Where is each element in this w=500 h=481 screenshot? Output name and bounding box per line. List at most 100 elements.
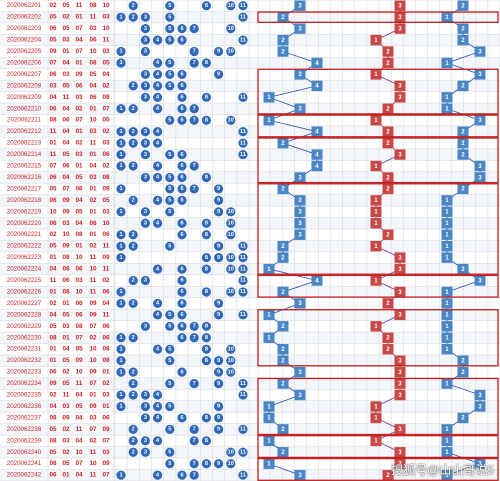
ball-number: 5 xyxy=(168,3,171,9)
trend-box-value: 4 xyxy=(315,60,319,67)
hit-ball xyxy=(128,390,138,400)
group-frame xyxy=(257,274,499,298)
trend-box-value: 2 xyxy=(461,266,465,273)
trend-box-blue xyxy=(474,69,486,80)
draw-number: 11 xyxy=(103,311,110,318)
draw-number: 02 xyxy=(102,380,110,387)
draw-number: 06 xyxy=(49,105,57,112)
draw-number: 11 xyxy=(90,254,97,261)
row-background xyxy=(0,11,500,23)
hit-ball xyxy=(128,104,138,114)
hit-ball xyxy=(214,241,224,251)
hit-ball xyxy=(238,264,248,274)
hit-ball xyxy=(189,333,199,343)
period-label: 2020062218 xyxy=(7,197,42,204)
hit-ball xyxy=(201,459,211,469)
ball-number: 10 xyxy=(228,346,234,352)
hit-ball xyxy=(238,149,248,160)
ball-number: 4 xyxy=(156,438,160,444)
draw-number: 02 xyxy=(49,2,57,9)
trend-box-value: 1 xyxy=(267,415,271,422)
trend-box-value: 3 xyxy=(298,232,302,239)
period-label: 2020062204 xyxy=(7,37,42,44)
ball-number: 1 xyxy=(119,255,122,261)
hit-ball xyxy=(214,413,224,423)
trend-box-value: 1 xyxy=(267,438,271,445)
hit-ball xyxy=(177,172,187,183)
draw-number: 05 xyxy=(102,197,110,204)
draw-number: 11 xyxy=(90,14,97,21)
trend-box-value: 2 xyxy=(386,186,390,193)
hit-ball xyxy=(189,470,199,480)
period-label: 2020062227 xyxy=(7,300,42,307)
draw-number: 02 xyxy=(75,105,83,112)
trend-box-blue xyxy=(457,412,469,424)
ball-number: 5 xyxy=(168,175,171,181)
trend-box-red xyxy=(394,286,406,298)
draw-number: 03 xyxy=(102,449,110,456)
trend-box-red xyxy=(394,252,406,263)
draw-number: 07 xyxy=(89,426,97,433)
ball-number: 11 xyxy=(240,140,246,146)
hit-ball xyxy=(226,287,236,297)
trend-box-value: 2 xyxy=(281,357,285,364)
ball-number: 8 xyxy=(205,175,208,181)
ball-number: 5 xyxy=(168,117,171,123)
hit-ball xyxy=(189,436,199,446)
hit-ball xyxy=(177,35,187,45)
trend-box-value: 2 xyxy=(461,357,465,364)
draw-number: 08 xyxy=(62,288,70,295)
draw-number: 11 xyxy=(76,2,83,9)
trend-box-value: 3 xyxy=(398,426,402,433)
hit-ball xyxy=(226,207,236,217)
group-frame xyxy=(257,114,499,138)
hit-ball xyxy=(238,390,248,400)
trend-box-value: 2 xyxy=(386,48,390,55)
draw-number: 02 xyxy=(89,437,97,444)
trend-box-blue xyxy=(441,332,453,343)
ball-number: 11 xyxy=(240,37,246,43)
group-frame xyxy=(257,68,499,115)
period-label: 2020062223 xyxy=(7,254,42,261)
hit-ball xyxy=(214,69,224,80)
draw-number: 08 xyxy=(62,254,70,261)
ball-number: 5 xyxy=(168,72,171,78)
hit-ball xyxy=(165,241,175,251)
trend-box-value: 1 xyxy=(445,449,449,456)
draw-number: 05 xyxy=(102,59,110,66)
trend-box-blue xyxy=(441,240,453,252)
trend-box-value: 1 xyxy=(445,472,449,479)
hit-ball xyxy=(116,58,126,68)
draw-number: 05 xyxy=(62,460,70,467)
trend-box-blue xyxy=(277,34,289,46)
draw-number: 05 xyxy=(89,71,97,78)
trend-box-value: 1 xyxy=(267,335,271,342)
draw-number: 04 xyxy=(49,94,57,101)
hit-ball xyxy=(165,401,175,412)
row-background xyxy=(0,171,500,184)
trend-box-blue xyxy=(457,137,469,149)
row-background xyxy=(0,423,500,436)
draw-number: 10 xyxy=(89,117,97,124)
draw-number: 04 xyxy=(49,403,57,410)
trend-box-value: 3 xyxy=(298,300,302,307)
period-label: 2020062201 xyxy=(7,2,42,9)
hit-ball xyxy=(153,138,163,148)
hit-ball xyxy=(201,115,211,125)
trend-box-value: 3 xyxy=(298,197,302,204)
trend-box-value: 1 xyxy=(267,461,271,468)
period-label: 2020062225 xyxy=(7,277,42,284)
ball-number: 4 xyxy=(156,392,160,398)
hit-ball xyxy=(238,424,248,434)
draw-number: 02 xyxy=(49,231,57,238)
hit-ball xyxy=(153,401,163,412)
period-label: 2020062215 xyxy=(7,163,42,170)
draw-number: 02 xyxy=(62,426,70,433)
draw-number: 05 xyxy=(49,185,57,192)
hit-ball xyxy=(140,321,150,331)
draw-number: 02 xyxy=(102,82,110,89)
trend-box-blue xyxy=(294,298,306,309)
ball-number: 10 xyxy=(228,117,234,123)
ball-number: 2 xyxy=(132,129,135,135)
